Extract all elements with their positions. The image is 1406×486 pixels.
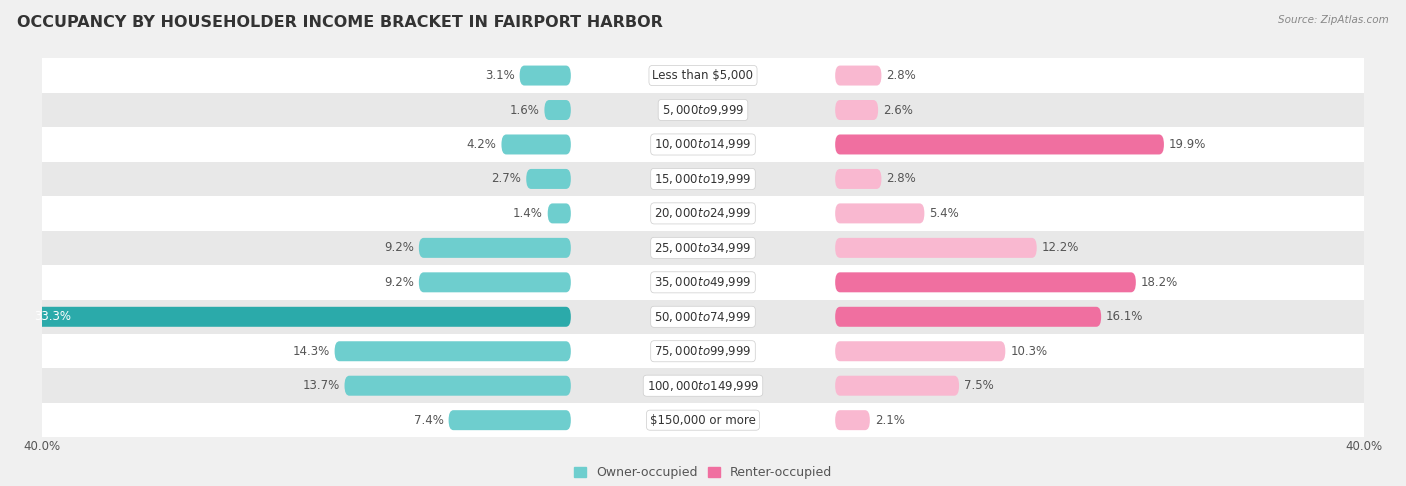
FancyBboxPatch shape [502,135,571,155]
Text: $100,000 to $149,999: $100,000 to $149,999 [647,379,759,393]
Text: 2.7%: 2.7% [492,173,522,186]
FancyBboxPatch shape [344,376,571,396]
Text: 9.2%: 9.2% [384,276,413,289]
FancyBboxPatch shape [835,341,1005,361]
Text: OCCUPANCY BY HOUSEHOLDER INCOME BRACKET IN FAIRPORT HARBOR: OCCUPANCY BY HOUSEHOLDER INCOME BRACKET … [17,15,662,30]
FancyBboxPatch shape [835,204,924,224]
Text: 3.1%: 3.1% [485,69,515,82]
Bar [42,334,1364,368]
FancyBboxPatch shape [21,307,571,327]
Bar [42,58,1364,93]
FancyBboxPatch shape [335,341,571,361]
Text: 9.2%: 9.2% [384,242,413,254]
Text: 4.2%: 4.2% [467,138,496,151]
Bar [42,403,1364,437]
Text: $10,000 to $14,999: $10,000 to $14,999 [654,138,752,152]
Text: 16.1%: 16.1% [1107,310,1143,323]
Bar [42,93,1364,127]
Text: 7.4%: 7.4% [413,414,444,427]
Text: $150,000 or more: $150,000 or more [650,414,756,427]
Text: 1.4%: 1.4% [513,207,543,220]
Text: $25,000 to $34,999: $25,000 to $34,999 [654,241,752,255]
Text: 10.3%: 10.3% [1011,345,1047,358]
FancyBboxPatch shape [520,66,571,86]
Text: 2.8%: 2.8% [886,69,917,82]
Text: 2.6%: 2.6% [883,104,912,117]
FancyBboxPatch shape [419,272,571,292]
Bar [42,127,1364,162]
Text: $20,000 to $24,999: $20,000 to $24,999 [654,207,752,220]
Text: $50,000 to $74,999: $50,000 to $74,999 [654,310,752,324]
Text: 5.4%: 5.4% [929,207,959,220]
FancyBboxPatch shape [835,66,882,86]
Legend: Owner-occupied, Renter-occupied: Owner-occupied, Renter-occupied [568,461,838,484]
FancyBboxPatch shape [835,100,879,120]
Bar [42,162,1364,196]
FancyBboxPatch shape [835,307,1101,327]
FancyBboxPatch shape [419,238,571,258]
Bar [42,231,1364,265]
Bar [42,299,1364,334]
FancyBboxPatch shape [449,410,571,430]
FancyBboxPatch shape [544,100,571,120]
FancyBboxPatch shape [835,410,870,430]
Bar [42,368,1364,403]
Text: Source: ZipAtlas.com: Source: ZipAtlas.com [1278,15,1389,25]
Text: $15,000 to $19,999: $15,000 to $19,999 [654,172,752,186]
FancyBboxPatch shape [835,135,1164,155]
Text: 19.9%: 19.9% [1168,138,1206,151]
Text: 18.2%: 18.2% [1140,276,1178,289]
Text: $5,000 to $9,999: $5,000 to $9,999 [662,103,744,117]
Text: 1.6%: 1.6% [509,104,540,117]
Text: 2.1%: 2.1% [875,414,904,427]
Text: $75,000 to $99,999: $75,000 to $99,999 [654,344,752,358]
Text: 33.3%: 33.3% [34,310,70,323]
Text: 2.8%: 2.8% [886,173,917,186]
Bar [42,265,1364,299]
FancyBboxPatch shape [835,238,1036,258]
FancyBboxPatch shape [835,272,1136,292]
Text: 7.5%: 7.5% [965,379,994,392]
Bar [42,196,1364,231]
Text: 12.2%: 12.2% [1042,242,1078,254]
Text: 14.3%: 14.3% [292,345,329,358]
Text: 13.7%: 13.7% [302,379,339,392]
Text: $35,000 to $49,999: $35,000 to $49,999 [654,276,752,289]
FancyBboxPatch shape [835,376,959,396]
Text: Less than $5,000: Less than $5,000 [652,69,754,82]
FancyBboxPatch shape [835,169,882,189]
FancyBboxPatch shape [548,204,571,224]
FancyBboxPatch shape [526,169,571,189]
